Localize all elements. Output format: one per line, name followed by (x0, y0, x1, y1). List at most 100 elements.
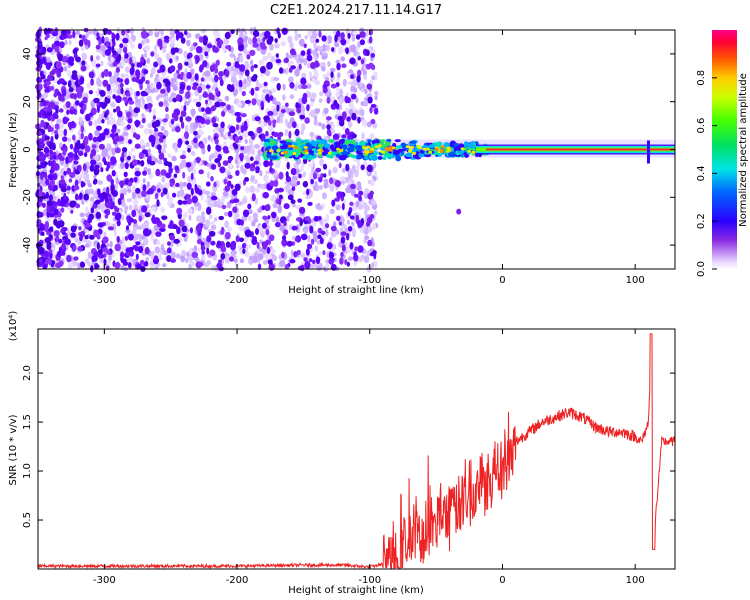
heatmap-noise-cell (67, 152, 74, 158)
heatmap-noise-cell (274, 42, 280, 49)
heatmap-noise-cell (179, 154, 187, 160)
heatmap-noise-cell (274, 38, 278, 43)
heatmap-noise-cell (167, 247, 172, 254)
heatmap-noise-cell (330, 71, 334, 78)
heatmap-noise-cell (123, 46, 128, 54)
heatmap-noise-cell (180, 110, 187, 117)
heatmap-noise-cell (110, 147, 116, 156)
heatmap-noise-cell (350, 74, 355, 80)
heatmap-noise-cell (218, 71, 224, 77)
heatmap-noise-cell (272, 132, 280, 138)
heatmap-noise-cell (138, 215, 143, 222)
heatmap-noise-cell (360, 59, 365, 65)
heatmap-noise-cell (175, 55, 179, 61)
heatmap-noise-cell (291, 178, 297, 184)
heatmap-noise-cell (39, 151, 44, 157)
heatmap-noise-cell (313, 215, 320, 222)
heatmap-noise-cell (42, 202, 46, 208)
heatmap-noise-cell (233, 143, 239, 150)
heatmap-noise-cell (114, 147, 121, 154)
heatmap-noise-cell (142, 149, 148, 155)
heatmap-noise-cell (90, 159, 97, 166)
heatmap-noise-cell (131, 63, 135, 68)
heatmap-noise-cell (245, 186, 250, 194)
heatmap-noise-cell (49, 34, 55, 40)
heatmap-noise-cell (191, 251, 199, 258)
heatmap-noise-cell (222, 160, 229, 166)
heatmap-noise-cell (96, 105, 100, 113)
heatmap-noise-cell (126, 111, 132, 118)
signal-peak-cell (380, 150, 385, 154)
heatmap-noise-cell (187, 176, 192, 183)
heatmap-noise-cell (249, 167, 255, 172)
heatmap-noise-cell (112, 40, 116, 47)
heatmap-noise-cell (366, 164, 373, 173)
heatmap-noise-cell (262, 191, 270, 199)
heatmap-noise-cell (224, 31, 231, 40)
heatmap-noise-cell (300, 129, 304, 136)
heatmap-noise-cell (266, 38, 273, 45)
heatmap-noise-cell (146, 181, 150, 188)
heatmap-noise-cell (254, 187, 260, 193)
heatmap-noise-cell (318, 98, 323, 103)
heatmap-noise-cell (265, 228, 270, 236)
signal-cell (297, 138, 302, 144)
heatmap-noise-cell (44, 226, 48, 233)
heatmap-noise-cell (95, 55, 100, 61)
snr-ylabel: SNR (10 * v/v) (8, 414, 19, 485)
heatmap-noise-cell (88, 120, 93, 127)
heatmap-noise-cell (38, 247, 45, 255)
heatmap-noise-cell (191, 109, 195, 118)
heatmap-noise-cell (363, 74, 367, 80)
heatmap-noise-cell (337, 72, 341, 78)
heatmap-noise-cell (65, 101, 71, 109)
heatmap-noise-cell (153, 53, 159, 59)
heatmap-noise-cell (252, 212, 258, 219)
heatmap-noise-cell (93, 251, 100, 257)
heatmap-noise-cell (326, 96, 331, 104)
heatmap-noise-cell (147, 122, 153, 129)
heatmap-noise-cell (187, 147, 191, 153)
heatmap-noise-cell (239, 258, 245, 264)
heatmap-noise-cell (90, 55, 94, 62)
heatmap-noise-cell (258, 83, 263, 89)
heatmap-noise-cell (184, 257, 189, 264)
heatmap-noise-cell (294, 68, 300, 77)
heatmap-noise-cell (212, 123, 219, 128)
heatmap-noise-cell (40, 109, 45, 115)
heatmap-noise-cell (122, 131, 129, 136)
heatmap-layer (34, 26, 675, 273)
heatmap-noise-cell (121, 151, 125, 159)
heatmap-noise-cell (60, 179, 66, 185)
heatmap-noise-cell (344, 95, 349, 104)
heatmap-noise-cell (235, 170, 240, 176)
heatmap-noise-cell (255, 155, 261, 163)
heatmap-noise-cell (144, 52, 148, 58)
spectrogram-xlabel: Height of straight line (km) (288, 285, 424, 296)
heatmap-noise-cell (186, 197, 193, 205)
heatmap-noise-cell (49, 252, 53, 259)
heatmap-noise-cell (90, 207, 95, 214)
heatmap-noise-cell (113, 229, 117, 238)
heatmap-noise-cell (105, 243, 110, 248)
signal-peak-cell (460, 147, 465, 151)
heatmap-noise-cell (115, 95, 122, 104)
heatmap-noise-cell (220, 131, 224, 138)
heatmap-noise-cell (131, 159, 138, 167)
heatmap-noise-cell (126, 215, 132, 221)
heatmap-noise-cell (127, 262, 132, 269)
heatmap-noise-cell (135, 90, 140, 97)
heatmap-noise-cell (143, 69, 149, 75)
heatmap-noise-cell (59, 200, 66, 207)
heatmap-noise-cell (197, 86, 203, 94)
heatmap-noise-cell (310, 238, 315, 245)
heatmap-noise-cell (133, 219, 137, 224)
heatmap-noise-cell (159, 227, 166, 232)
heatmap-noise-cell (226, 104, 231, 111)
heatmap-noise-cell (335, 103, 340, 110)
heatmap-noise-cell (266, 52, 272, 59)
heatmap-noise-cell (134, 167, 140, 172)
heatmap-noise-cell (201, 215, 206, 224)
heatmap-noise-cell (72, 30, 76, 39)
